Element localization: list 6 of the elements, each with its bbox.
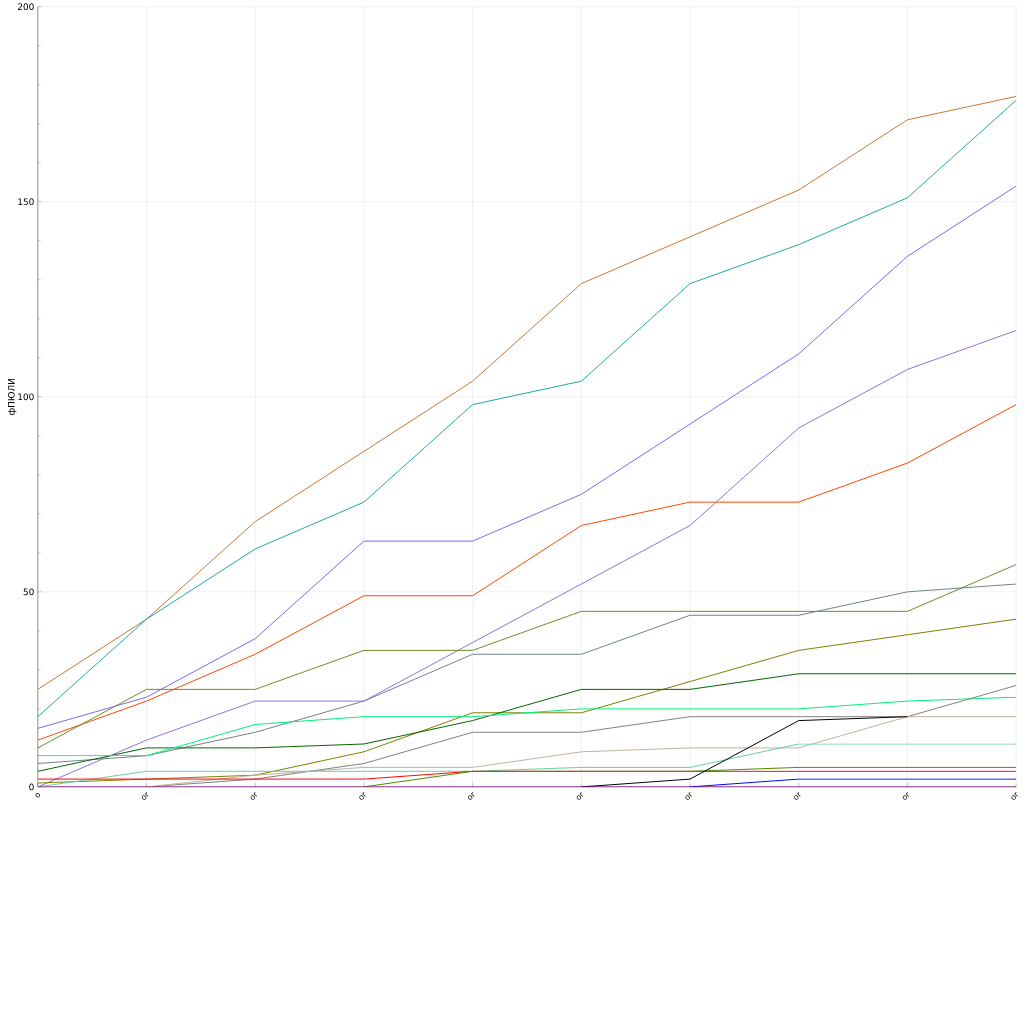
y-tick-label: 150 xyxy=(18,198,34,206)
y-tick-label: 50 xyxy=(23,588,34,596)
y-axis-title: фПЮЛИ xyxy=(7,379,17,416)
y-tick-label: 0 xyxy=(29,783,34,791)
y-tick-label: 100 xyxy=(18,393,34,401)
y-tick-label: 200 xyxy=(17,3,34,11)
